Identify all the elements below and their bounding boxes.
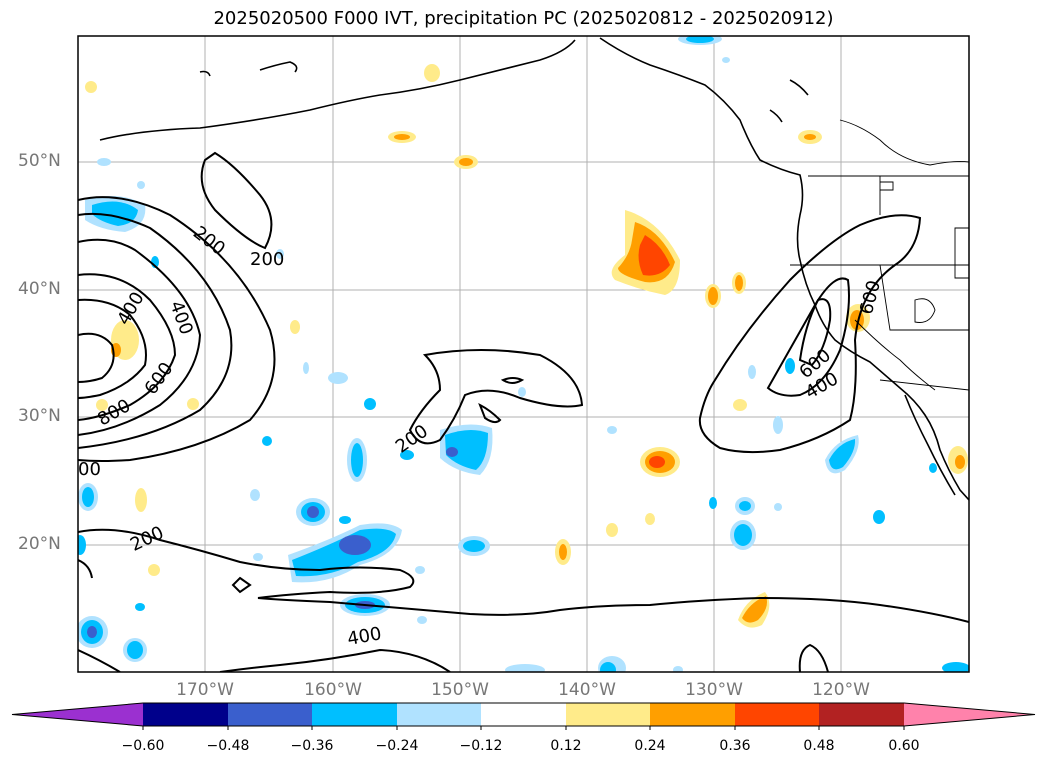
lon-label-150w: 150°W: [431, 680, 489, 700]
state-borders: [790, 119, 969, 391]
contour-label: 200: [250, 249, 284, 270]
colorbar-tick-label: 0.48: [803, 738, 835, 754]
negative-pc-patches: [78, 36, 969, 672]
colorbar: [11, 702, 1036, 730]
map-frame: [77, 35, 970, 673]
contour-label: 200: [127, 522, 167, 556]
colorbar-tick-label: 0.36: [719, 738, 751, 754]
gridlines: [78, 36, 969, 672]
colorbar-segment: [566, 703, 650, 726]
colorbar-segment: [481, 703, 566, 726]
lat-label-50n: 50°N: [18, 151, 61, 171]
colorbar-tick-label: 0.24: [634, 738, 666, 754]
ivt-contours: [78, 151, 969, 672]
map-title: 2025020500 F000 IVT, precipitation PC (2…: [213, 8, 834, 29]
colorbar-tick-label: −0.60: [121, 738, 165, 754]
colorbar-tick-label: −0.24: [375, 738, 419, 754]
colorbar-segment: [228, 703, 312, 726]
contour-label: 400: [346, 623, 383, 650]
colorbar-segment: [143, 703, 228, 726]
colorbar-tick-label: 0.60: [888, 738, 920, 754]
lat-label-30n: 30°N: [18, 406, 61, 426]
lon-label-160w: 160°W: [304, 680, 362, 700]
colorbar-tick-label: 0.12: [550, 738, 582, 754]
colorbar-segment: [650, 703, 735, 726]
colorbar-extension-high: [904, 703, 1035, 726]
contour-label: 00: [78, 459, 101, 480]
colorbar-segment: [397, 703, 481, 726]
colorbar-segment: [312, 703, 397, 726]
lat-label-20n: 20°N: [18, 534, 61, 554]
colorbar-tick-label: −0.12: [459, 738, 503, 754]
colorbar-tick-label: −0.48: [206, 738, 250, 754]
lon-label-170w: 170°W: [176, 680, 234, 700]
colorbar-segment: [735, 703, 819, 726]
lon-label-140w: 140°W: [558, 680, 616, 700]
positive-pc-patches: [85, 64, 968, 628]
contour-label: 200: [189, 222, 229, 260]
lat-label-40n: 40°N: [18, 279, 61, 299]
colorbar-extension-low: [12, 703, 143, 726]
colorbar-tick-label: −0.36: [290, 738, 334, 754]
coastlines: [99, 37, 969, 501]
contour-label: 600: [856, 278, 885, 317]
lon-label-130w: 130°W: [685, 680, 743, 700]
lon-label-120w: 120°W: [812, 680, 870, 700]
colorbar-segment: [819, 703, 904, 726]
